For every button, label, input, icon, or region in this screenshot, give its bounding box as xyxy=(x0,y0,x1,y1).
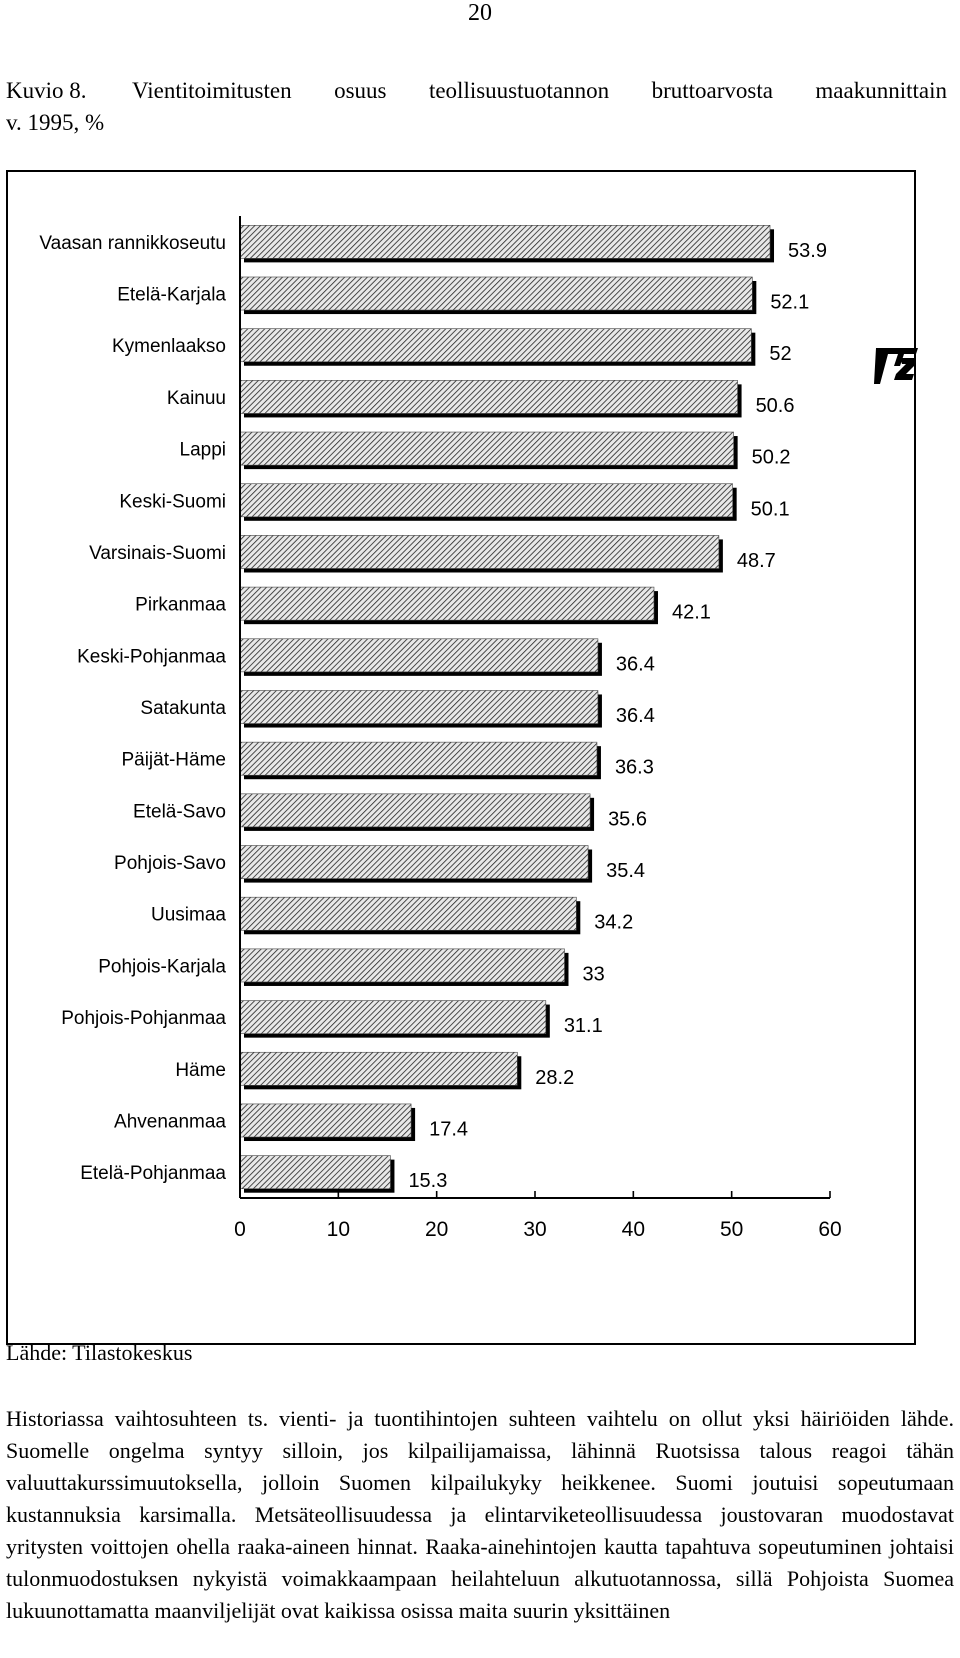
x-tick-label: 60 xyxy=(818,1218,841,1241)
bar xyxy=(239,845,589,879)
figure-number: Kuvio 8. xyxy=(6,78,87,103)
data-label: 17.4 xyxy=(429,1118,468,1140)
bar xyxy=(239,793,591,828)
category-label: Pohjois-Savo xyxy=(114,853,226,874)
bar xyxy=(239,225,771,259)
data-label: 48.7 xyxy=(737,550,776,572)
x-tick-label: 20 xyxy=(425,1218,448,1241)
bar xyxy=(239,1103,412,1138)
data-label: 35.6 xyxy=(608,808,647,830)
category-label: Päijät-Häme xyxy=(121,750,226,771)
page-number: 20 xyxy=(468,0,492,26)
data-label: 33 xyxy=(583,963,605,985)
category-label: Pohjois-Karjala xyxy=(98,956,226,977)
category-label: Kymenlaakso xyxy=(112,336,226,357)
data-label: 15.3 xyxy=(408,1170,447,1192)
bar xyxy=(239,1000,547,1034)
data-label: 31.1 xyxy=(564,1015,603,1037)
category-label: Pohjois-Pohjanmaa xyxy=(61,1008,226,1029)
bar xyxy=(239,1155,391,1189)
x-tick-label: 0 xyxy=(234,1218,246,1241)
category-label: Lappi xyxy=(180,440,227,461)
category-label: Etelä-Savo xyxy=(133,801,226,822)
category-label: Kainuu xyxy=(167,388,226,409)
data-label: 50.2 xyxy=(752,447,791,469)
category-label: Etelä-Pohjanmaa xyxy=(80,1163,226,1184)
figure-title-line2: v. 1995, % xyxy=(6,110,105,135)
category-label: Pirkanmaa xyxy=(135,595,226,616)
chart-frame: Vaasan rannikkoseutu 53.9 Etelä-Karjala 52.… xyxy=(6,170,918,1345)
category-label: Vaasan rannikkoseutu xyxy=(39,233,226,254)
category-label: Keski-Suomi xyxy=(119,491,226,512)
bar xyxy=(239,276,753,311)
data-label: 42.1 xyxy=(672,602,711,624)
bar xyxy=(239,896,577,931)
category-label: Etelä-Karjala xyxy=(117,285,226,306)
data-label: 35.4 xyxy=(606,860,645,882)
bar xyxy=(239,1051,518,1086)
x-tick-label: 40 xyxy=(622,1218,645,1241)
logo-icon xyxy=(874,348,918,384)
bar xyxy=(239,431,734,466)
data-label: 36.4 xyxy=(616,653,655,675)
figure-title-line1: Vientitoimitusten osuus teollisuustuotan… xyxy=(132,78,947,103)
category-label: Varsinais-Suomi xyxy=(89,543,226,564)
category-label: Keski-Pohjanmaa xyxy=(77,646,226,667)
data-label: 28.2 xyxy=(535,1067,574,1089)
x-tick-label: 30 xyxy=(523,1218,546,1241)
bar xyxy=(239,483,733,518)
data-label: 52 xyxy=(769,343,791,365)
body-paragraph: Historiassa vaihtosuhteen ts. vienti- ja… xyxy=(6,1406,954,1623)
bar xyxy=(239,586,655,621)
bar xyxy=(239,690,599,724)
x-tick-label: 10 xyxy=(327,1218,350,1241)
bar xyxy=(239,948,565,983)
bar-chart: Vaasan rannikkoseutu 53.9 Etelä-Karjala 52.… xyxy=(39,216,842,1241)
data-label: 52.1 xyxy=(770,292,809,314)
bar xyxy=(239,535,720,569)
category-label: Satakunta xyxy=(140,698,226,719)
data-label: 36.3 xyxy=(615,757,654,779)
source-note: Lähde: Tilastokeskus xyxy=(6,1340,193,1365)
bar xyxy=(239,638,599,673)
data-label: 53.9 xyxy=(788,240,827,262)
bar xyxy=(239,380,738,414)
category-label: Uusimaa xyxy=(151,905,226,926)
data-label: 36.4 xyxy=(616,705,655,727)
data-label: 34.2 xyxy=(594,912,633,934)
bar xyxy=(239,328,752,363)
category-label: Häme xyxy=(175,1060,226,1081)
data-label: 50.6 xyxy=(756,395,795,417)
bar xyxy=(239,741,598,776)
data-label: 50.1 xyxy=(751,498,790,520)
category-label: Ahvenanmaa xyxy=(114,1111,226,1132)
x-tick-label: 50 xyxy=(720,1218,743,1241)
